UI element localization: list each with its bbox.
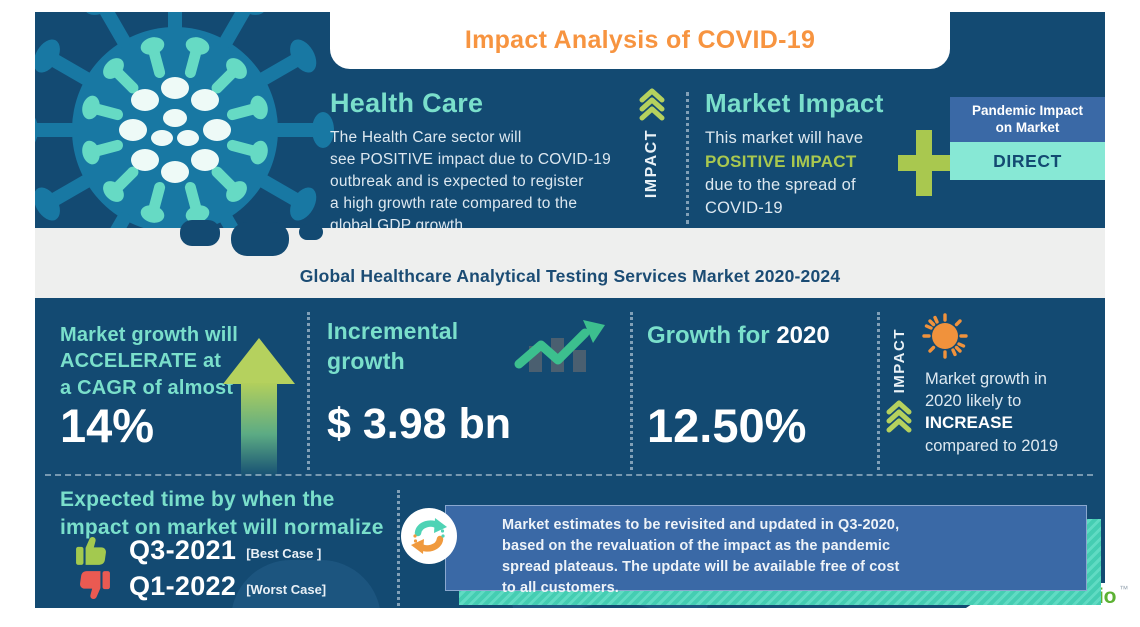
normalize-divider bbox=[397, 490, 400, 606]
virus-leg-decoration bbox=[180, 220, 220, 246]
healthcare-section: Health Care The Health Care sector will … bbox=[330, 88, 645, 237]
title-banner: Impact Analysis of COVID-19 bbox=[330, 12, 950, 69]
stats-divider bbox=[630, 312, 633, 470]
impact-2020-indicator: IMPACT bbox=[891, 328, 908, 393]
growth-2020-heading-year: 2020 bbox=[776, 322, 830, 349]
healthcare-heading: Health Care bbox=[330, 88, 484, 118]
best-case-label: [Best Case ] bbox=[246, 545, 322, 561]
virus-sun-icon bbox=[921, 312, 969, 365]
note-box: Market estimates to be revisited and upd… bbox=[445, 505, 1087, 596]
market-impact-section: Market Impact This market will have POSI… bbox=[705, 88, 910, 220]
growth-2020-value: 12.50% bbox=[647, 399, 807, 452]
virus-leg-decoration bbox=[299, 224, 323, 240]
healthcare-impact-indicator: IMPACT bbox=[635, 94, 669, 198]
worst-case-label: [Worst Case] bbox=[246, 581, 327, 597]
logo-trademark: ™ bbox=[1119, 584, 1129, 594]
worst-case-value: Q1-2022 bbox=[129, 570, 237, 601]
market-banner: Global Healthcare Analytical Testing Ser… bbox=[35, 220, 1105, 298]
page-title: Impact Analysis of COVID-19 bbox=[464, 26, 816, 54]
market-impact-line1: This market will have bbox=[705, 129, 864, 147]
impact-vertical-label: IMPACT bbox=[643, 129, 660, 199]
horizontal-divider bbox=[45, 474, 1093, 476]
trend-chart-icon bbox=[513, 318, 607, 381]
growth-2020-heading-accent: Growth for bbox=[647, 322, 770, 349]
stats-divider bbox=[307, 312, 310, 470]
normalize-heading: Expected time by when the impact on mark… bbox=[60, 488, 384, 539]
refresh-icon bbox=[401, 508, 457, 564]
best-case-row: Q3-2021 [Best Case ] bbox=[73, 534, 321, 566]
market-title: Global Healthcare Analytical Testing Ser… bbox=[299, 266, 841, 286]
incremental-value: $ 3.98 bn bbox=[327, 400, 512, 448]
thumbs-up-icon bbox=[73, 534, 113, 566]
impact-vertical-label: IMPACT bbox=[891, 328, 908, 394]
impact-2020-bold: INCREASE bbox=[925, 413, 1013, 433]
stats-section: Market growth will ACCELERATE at a CAGR … bbox=[35, 298, 1105, 608]
impact-2020-line1: Market growth in 2020 likely to bbox=[925, 370, 1047, 411]
virus-leg-decoration bbox=[231, 222, 289, 256]
growth-2020-heading: Growth for 2020 bbox=[647, 322, 830, 350]
stats-divider bbox=[877, 312, 880, 470]
direct-value: DIRECT bbox=[993, 150, 1062, 171]
worst-case-row: Q1-2022 [Worst Case] bbox=[73, 570, 326, 602]
market-impact-line3: COVID-19 bbox=[705, 198, 783, 217]
header-divider bbox=[686, 92, 689, 224]
cagr-lead: Market growth will ACCELERATE at a CAGR … bbox=[60, 324, 239, 399]
plus-icon bbox=[898, 130, 950, 196]
direct-badge: DIRECT bbox=[950, 142, 1105, 180]
incremental-heading: Incremental growth bbox=[327, 318, 459, 375]
growth-up-arrow-icon bbox=[223, 338, 295, 476]
thumbs-down-icon bbox=[73, 570, 113, 602]
pandemic-impact-label: Pandemic Impact on Market bbox=[971, 102, 1084, 135]
healthcare-body: The Health Care sector will see POSITIVE… bbox=[330, 129, 611, 234]
market-impact-line2: due to the spread of bbox=[705, 175, 856, 194]
coronavirus-illustration-icon bbox=[35, 12, 335, 289]
market-impact-highlight: POSITIVE IMPACT bbox=[705, 152, 857, 172]
market-impact-heading: Market Impact bbox=[705, 88, 884, 118]
cagr-value: 14% bbox=[60, 399, 155, 452]
impact-2020-line2: compared to 2019 bbox=[925, 436, 1059, 455]
up-chevrons-icon bbox=[639, 94, 665, 121]
best-case-value: Q3-2021 bbox=[129, 534, 237, 565]
up-chevrons-icon bbox=[886, 406, 912, 433]
impact-2020-text: Market growth in 2020 likely to INCREASE… bbox=[925, 368, 1105, 457]
pandemic-impact-box: Pandemic Impact on Market bbox=[950, 97, 1105, 142]
note-text: Market estimates to be revisited and upd… bbox=[502, 517, 900, 597]
main-panel: Impact Analysis of COVID-19 Health Care … bbox=[35, 12, 1105, 608]
